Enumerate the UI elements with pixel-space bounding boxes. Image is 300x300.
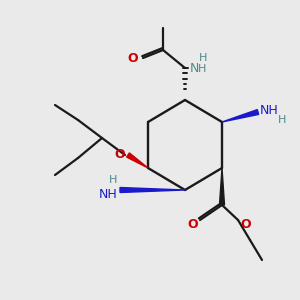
- Text: N: N: [190, 62, 200, 76]
- Text: O: O: [240, 218, 250, 230]
- Text: O: O: [128, 52, 138, 64]
- Text: NH: NH: [260, 103, 279, 116]
- Text: H: H: [198, 64, 206, 74]
- Polygon shape: [220, 168, 224, 205]
- Text: O: O: [188, 218, 198, 230]
- Text: O: O: [114, 148, 125, 161]
- Text: H: H: [278, 115, 286, 125]
- Polygon shape: [222, 110, 259, 122]
- Text: NH: NH: [98, 188, 117, 202]
- Polygon shape: [120, 188, 185, 193]
- Polygon shape: [127, 153, 148, 168]
- Text: H: H: [109, 175, 117, 185]
- Text: H: H: [199, 53, 207, 63]
